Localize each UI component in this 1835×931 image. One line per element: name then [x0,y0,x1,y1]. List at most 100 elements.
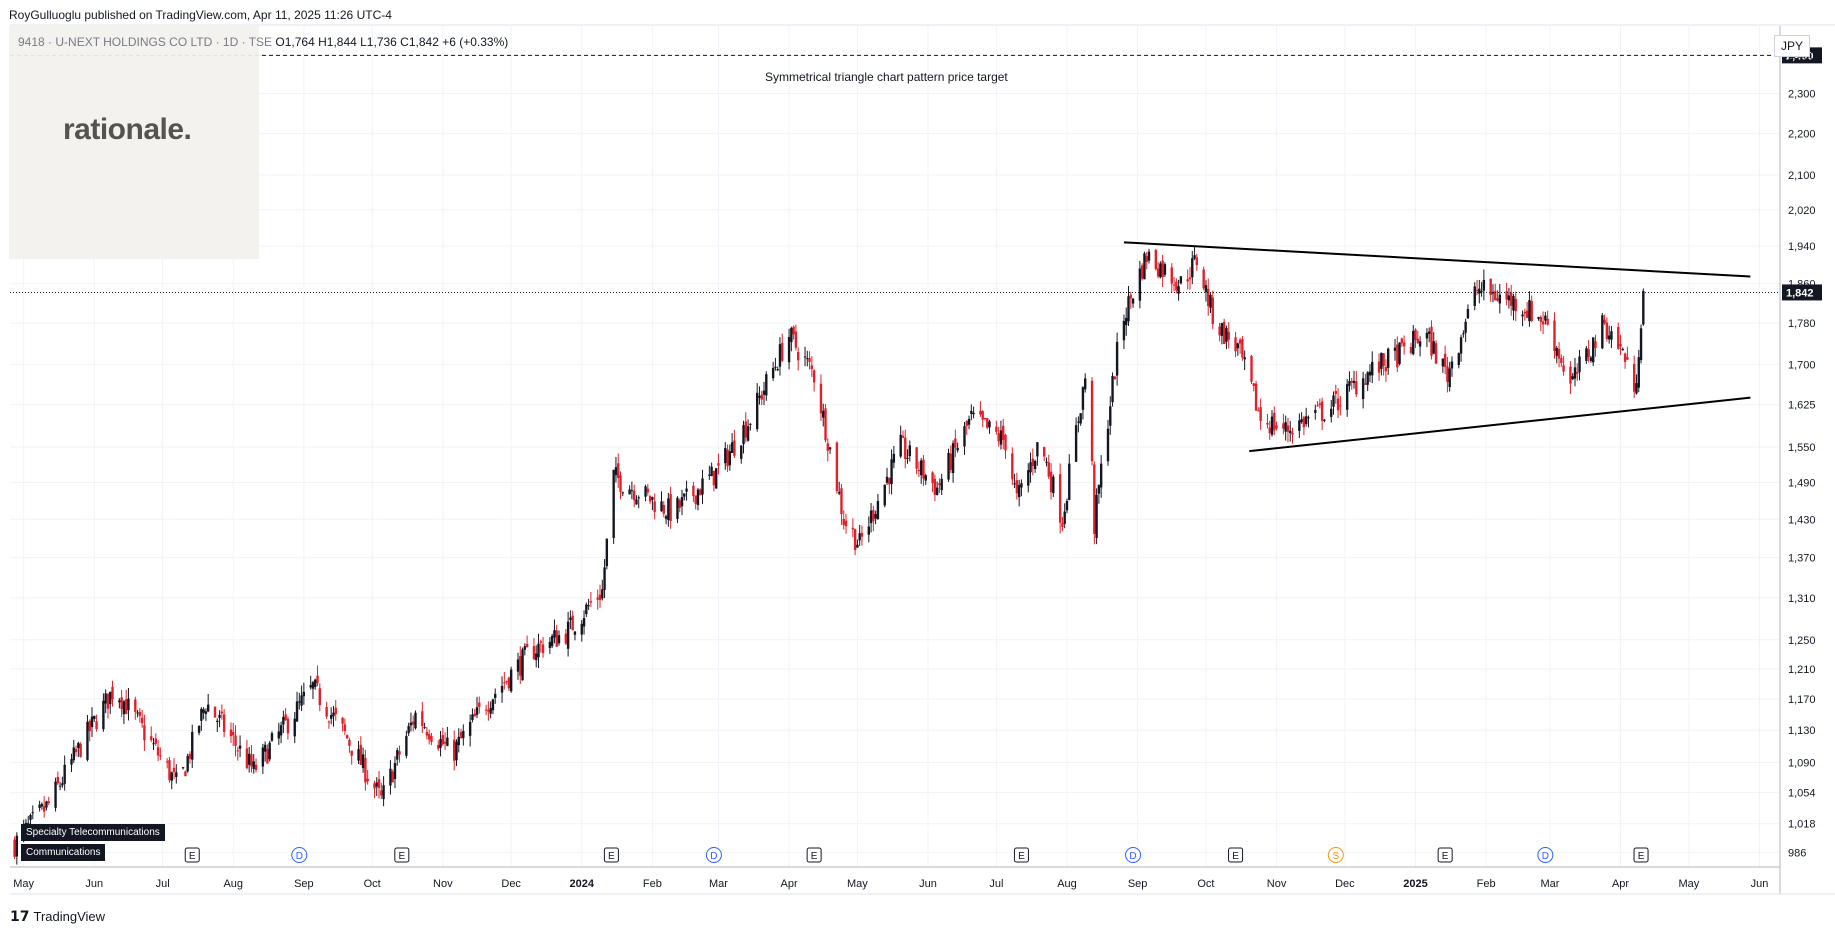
candle [106,693,110,719]
candle [1361,371,1365,409]
candle [1029,452,1032,483]
candle-body [1225,328,1228,342]
candle-body [1027,470,1030,486]
candle-body [901,435,905,438]
candle [409,712,413,732]
candle-body [31,812,34,814]
dividend-marker-circle [705,847,722,863]
candle-body [489,707,492,714]
dividend-marker-circle [1537,847,1554,863]
candle [455,739,458,767]
candle-body [1348,380,1351,386]
candle-body [701,478,704,495]
candle-body [1414,329,1417,341]
footer-brand[interactable]: 𝟭𝟳 TradingView [10,908,105,925]
candle-body [824,408,827,441]
candle [851,518,855,538]
candle [484,704,488,716]
candle-body [1601,315,1604,349]
x-tick-label: Feb [643,878,662,890]
candle [1307,415,1310,428]
candle-body [1289,430,1292,434]
candle [1074,417,1078,462]
candle-body [724,448,727,464]
candle [555,624,558,647]
overlay-layer: 2,4001,842 [10,47,1822,453]
industry-badge[interactable]: Communications [21,844,106,861]
candle-body [45,801,48,808]
candle-body [1175,281,1178,291]
y-tick-label: 1,940 [1788,241,1816,253]
candle-body [876,501,880,520]
candle [1553,312,1556,359]
candle [1348,371,1351,392]
candle-body [856,544,859,548]
candle [653,493,656,520]
candle-body [1560,358,1563,364]
y-tick-label: 2,200 [1788,128,1816,140]
candle [1382,353,1385,376]
candle [1416,330,1419,344]
candle-body [1243,357,1246,360]
candle [348,737,351,753]
candle [446,726,449,747]
candle-body [1250,355,1253,382]
candle-body [1097,485,1101,494]
candle [1147,248,1151,264]
candle-body [812,370,816,383]
candle [1592,337,1595,367]
candle [906,449,909,464]
candle-body [122,701,126,715]
candle [197,725,201,736]
candle-body [136,712,139,714]
candle [136,709,139,718]
candle-body [439,738,442,748]
candle [1555,345,1558,364]
candle [1289,420,1292,442]
candle-body [1195,257,1199,266]
candle [1371,351,1374,384]
candle [168,757,171,783]
candle-body [571,615,574,631]
event-marker-label: E [1638,851,1645,862]
y-tick-label: 2,100 [1788,170,1816,182]
candle [1603,314,1606,325]
sector-badge[interactable]: Specialty Telecommunications [21,824,165,841]
candle [263,741,267,762]
candle [621,491,624,497]
candle-body [138,711,142,716]
candle-body [963,426,966,447]
candle-body [1642,291,1645,325]
candle-body [1494,290,1497,301]
candle [1314,404,1317,420]
candle [1161,254,1164,288]
candle-body [1512,296,1515,311]
candle [601,579,604,601]
candle [1122,314,1126,350]
candle [883,484,886,508]
candle [425,726,429,740]
candle-body [391,771,394,783]
candle-body [537,643,540,658]
candle [951,440,955,483]
candle-body [1380,352,1383,369]
candle [229,722,233,743]
candle [965,420,968,435]
candle [1386,347,1390,375]
candle-body [614,467,618,476]
x-tick-label: Dec [1335,878,1355,890]
candle [1140,263,1144,281]
currency-label[interactable]: JPY [1773,35,1810,57]
candle [808,351,811,370]
candle-body [1282,423,1285,429]
candle-body [1416,338,1419,344]
x-tick-label: Aug [1057,878,1077,890]
candle-body [1384,366,1388,372]
candle [122,700,126,725]
x-tick-label: Mar [709,878,728,890]
candle [1587,340,1590,363]
candle-body [1402,342,1406,347]
candle-body [617,463,620,479]
candle-body [154,738,157,744]
